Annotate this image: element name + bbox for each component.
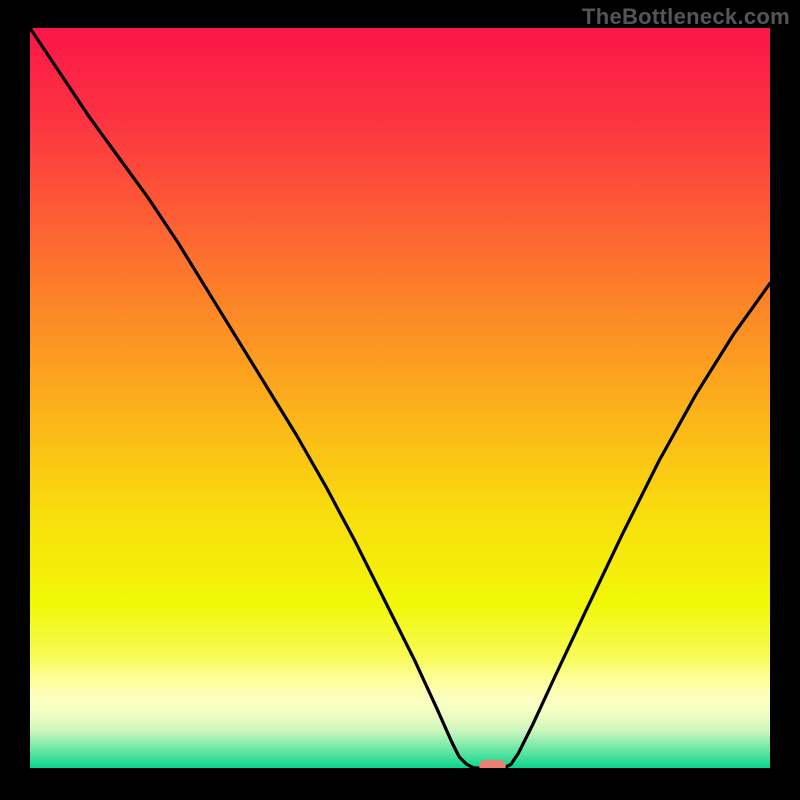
- bottleneck-curve-chart: [30, 28, 770, 768]
- watermark-text: TheBottleneck.com: [582, 4, 790, 30]
- gradient-background: [30, 28, 770, 768]
- chart-frame: TheBottleneck.com: [0, 0, 800, 800]
- plot-area: [30, 28, 770, 768]
- optimal-point-marker: [479, 760, 506, 768]
